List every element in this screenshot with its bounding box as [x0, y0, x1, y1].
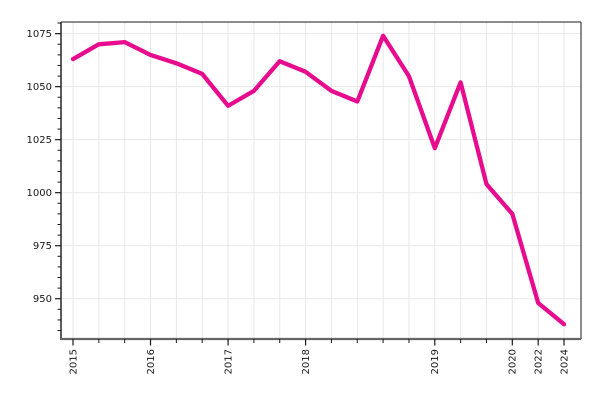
x-tick-label: 2020 — [508, 349, 519, 374]
y-tick-label: 1025 — [27, 135, 52, 146]
x-tick-label: 2018 — [301, 349, 312, 374]
y-tick-label: 1050 — [27, 82, 52, 93]
y-tick-label: 1075 — [27, 29, 52, 40]
x-axis: 2015 2016 2017 2018 2019 2020 2022 2024 — [68, 339, 570, 374]
data-line — [70, 33, 567, 327]
x-tick-label: 2017 — [223, 349, 234, 374]
x-tick-label: 2024 — [559, 349, 570, 374]
x-tick-label: 2015 — [68, 349, 79, 374]
y-tick-label: 1000 — [27, 188, 52, 199]
x-tick-label: 2016 — [146, 349, 157, 374]
grid-group — [61, 22, 581, 339]
y-tick-label: 975 — [33, 241, 52, 252]
x-tick-label: 2022 — [534, 349, 545, 374]
y-axis: 950 975 1000 1025 1050 1075 — [27, 22, 61, 332]
x-tick-label: 2019 — [430, 349, 441, 374]
y-tick-label: 950 — [33, 294, 52, 305]
